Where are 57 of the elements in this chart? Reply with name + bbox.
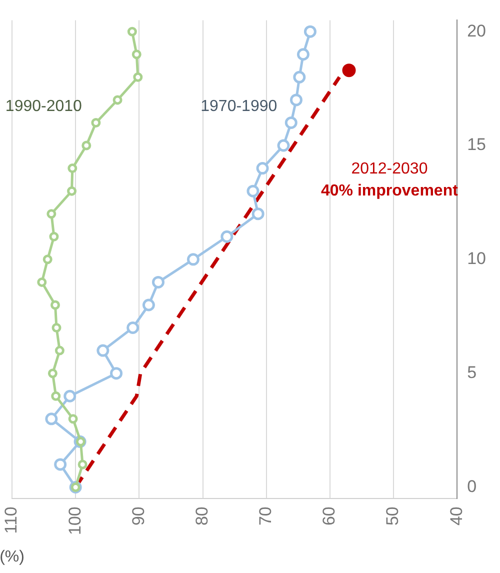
point	[220, 230, 234, 243]
point	[142, 298, 155, 312]
point	[51, 391, 61, 401]
point	[37, 277, 47, 287]
point	[246, 184, 260, 198]
point	[256, 162, 269, 175]
x-tick-label: 60	[320, 506, 339, 526]
point	[342, 64, 356, 78]
point	[52, 323, 62, 333]
y-tick-label: 20	[467, 21, 486, 40]
y-tick-label: 5	[467, 363, 477, 382]
point	[186, 253, 200, 266]
y-tick-label: 10	[467, 249, 486, 268]
x-tick-label: 50	[383, 506, 402, 526]
point	[49, 232, 59, 242]
point	[304, 25, 316, 38]
annotation: 40% improvement	[320, 182, 459, 200]
x-tick-label: 110	[2, 506, 21, 534]
point	[48, 368, 58, 378]
point	[277, 139, 290, 152]
point	[78, 460, 88, 470]
point	[64, 390, 76, 402]
y-tick-label: 15	[467, 135, 486, 154]
point	[68, 414, 78, 424]
point	[54, 346, 64, 356]
point	[50, 300, 60, 310]
point	[68, 164, 78, 174]
point	[296, 48, 310, 61]
point	[110, 367, 123, 380]
point	[82, 140, 92, 150]
point	[96, 344, 110, 357]
text: 2012-2030	[351, 160, 428, 178]
point	[284, 116, 298, 129]
x-tick-label: 90	[128, 506, 148, 526]
point	[132, 50, 142, 60]
point	[290, 94, 302, 106]
point	[112, 95, 122, 105]
series-label: 1970-1990	[200, 98, 278, 116]
x-axis-title: (%)	[0, 548, 24, 566]
point	[67, 186, 77, 196]
point	[152, 276, 164, 288]
point	[293, 70, 306, 84]
point	[126, 322, 140, 334]
point	[54, 458, 67, 471]
point	[127, 26, 137, 36]
point	[45, 412, 58, 426]
point	[133, 72, 143, 82]
point	[46, 209, 56, 219]
series-label: 1990-2010	[5, 98, 82, 116]
point	[91, 118, 101, 128]
x-tick-label: 40	[446, 506, 466, 526]
point	[252, 208, 264, 220]
y-tick-label: 0	[467, 476, 477, 496]
x-tick-label: 100	[65, 506, 84, 536]
x-tick-label: 80	[192, 506, 212, 526]
x-tick-label: 70	[256, 506, 276, 526]
point	[42, 254, 52, 264]
